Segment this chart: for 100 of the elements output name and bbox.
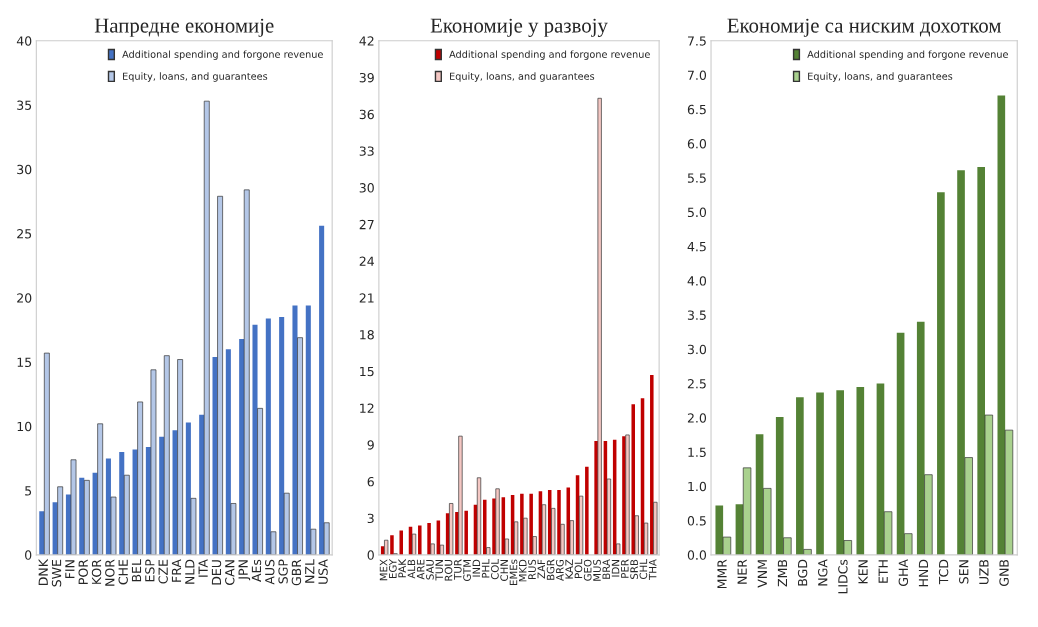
x-tick-label: PER	[621, 559, 629, 578]
x-tick-label: THA	[648, 559, 657, 580]
y-tick-label: 3	[367, 513, 374, 524]
y-tick-label: 4.0	[687, 276, 707, 286]
y-tick-label: 15	[360, 366, 374, 377]
x-tick-label: NZL	[305, 559, 315, 583]
y-tick-label: 39	[359, 72, 374, 83]
y-tick-label: 30	[17, 164, 32, 175]
x-tick-label: SAU	[426, 559, 434, 580]
x-tick-label: TUN	[435, 560, 444, 581]
x-tick-label: GBR	[291, 559, 302, 586]
chart-title: Напредне економије	[94, 18, 274, 37]
y-tick-label: 40	[16, 36, 32, 46]
x-tick-label: FRA	[171, 559, 182, 582]
y-tick-label: 3.0	[687, 344, 707, 355]
x-tick-label: AEs	[251, 559, 262, 582]
y-tick-label: 21	[359, 293, 374, 303]
x-tick-label: BEL	[131, 559, 142, 582]
legend-label: Additional spending and forgone revenue	[122, 50, 323, 60]
y-tick-label: 0	[367, 550, 374, 560]
y-tick-label: 0.0	[687, 550, 707, 560]
y-tick-label: 6.5	[687, 104, 706, 115]
x-tick-label: POL	[574, 559, 583, 578]
x-tick-label: AUS	[265, 559, 275, 585]
legend-label: Equity, loans, and guarantees	[123, 72, 268, 82]
legend-label: Equity, loans, and guarantees	[450, 72, 595, 82]
legend-label: Equity, loans, and guarantees	[808, 72, 953, 82]
x-tick-label: TCD	[938, 559, 949, 585]
x-tick-label: KEN	[858, 560, 868, 584]
y-tick-label: 1.5	[688, 447, 706, 457]
y-tick-label: 15	[17, 357, 32, 368]
x-tick-label: GTM	[463, 560, 471, 582]
x-tick-label: SWE	[51, 559, 62, 587]
y-tick-label: 24	[359, 256, 374, 266]
x-tick-label: PHL	[481, 559, 490, 578]
y-tick-label: 20	[17, 293, 32, 303]
x-tick-label: ZMB	[777, 559, 787, 587]
x-tick-label: CAN	[225, 560, 235, 585]
x-tick-label: MMR	[717, 559, 727, 589]
y-tick-label: 18	[360, 330, 374, 340]
x-tick-label: VNM	[757, 560, 767, 588]
x-tick-label: SEN	[959, 560, 969, 584]
y-tick-label: 7.5	[688, 36, 706, 46]
x-tick-label: USA	[318, 559, 328, 584]
x-tick-label: BRA	[602, 559, 610, 579]
x-tick-label: NLD	[185, 559, 195, 584]
x-tick-label: GNB	[999, 559, 1009, 586]
y-tick-label: 35	[17, 100, 32, 110]
x-tick-label: UZB	[979, 559, 989, 585]
chart-title: Економије са ниским дохотком	[727, 18, 1002, 37]
y-tick-label: 4.5	[687, 242, 706, 252]
y-tick-label: 27	[359, 219, 374, 230]
x-tick-label: IND	[472, 559, 481, 577]
x-tick-label: MEX	[379, 559, 388, 581]
x-tick-label: CHN	[500, 560, 509, 581]
y-tick-label: 5.0	[687, 207, 707, 218]
y-tick-label: 6	[367, 476, 374, 487]
y-tick-label: 5	[25, 486, 32, 496]
x-tick-label: EMEs	[509, 559, 518, 586]
x-tick-label: EGY	[388, 559, 397, 579]
x-tick-label: KAZ	[565, 559, 573, 579]
x-tick-label: CZE	[158, 559, 168, 584]
y-tick-label: 10	[17, 421, 32, 432]
x-tick-label: MUS	[593, 559, 601, 581]
x-tick-label: NOR	[105, 559, 115, 586]
x-tick-label: ETH	[878, 560, 888, 583]
x-tick-label: ITA	[198, 559, 208, 577]
y-tick-label: 12	[360, 403, 374, 413]
x-tick-label: HND	[918, 559, 929, 587]
legend-label: Additional spending and forgone revenue	[807, 50, 1008, 60]
x-tick-label: DEU	[211, 560, 222, 585]
x-tick-label: MKD	[519, 559, 527, 582]
y-tick-label: 0	[25, 550, 32, 560]
x-tick-label: RUS	[528, 559, 536, 580]
y-tick-label: 42	[359, 36, 374, 46]
y-tick-label: 9	[367, 440, 374, 450]
x-tick-label: TUR	[454, 559, 462, 580]
y-tick-label: 30	[359, 183, 374, 193]
y-tick-label: 36	[359, 109, 374, 120]
x-tick-label: KOR	[91, 559, 102, 584]
x-tick-label: ZAF	[537, 559, 546, 579]
y-tick-label: 25	[17, 229, 32, 239]
x-tick-label: SGP	[278, 559, 288, 584]
y-tick-label: 33	[359, 146, 374, 156]
y-tick-label: 7.0	[688, 70, 707, 80]
x-tick-label: ARE	[416, 559, 425, 580]
x-tick-label: POR	[78, 559, 88, 584]
x-tick-label: ALB	[407, 559, 416, 579]
x-tick-label: LIDCs	[838, 559, 848, 594]
x-tick-label: NER	[737, 559, 747, 584]
x-tick-label: COL	[491, 559, 499, 580]
y-tick-label: 5.5	[687, 173, 706, 183]
legend-label: Additional spending and forgone revenue	[449, 50, 650, 60]
x-tick-label: CHE	[118, 559, 128, 585]
x-tick-label: FIN	[65, 560, 75, 579]
y-tick-label: 2.0	[687, 413, 707, 423]
y-tick-label: 2.5	[687, 378, 706, 389]
x-tick-label: CHL	[639, 559, 648, 579]
chart-title: Економије у развоју	[430, 18, 608, 37]
x-tick-label: NGA	[818, 559, 828, 586]
